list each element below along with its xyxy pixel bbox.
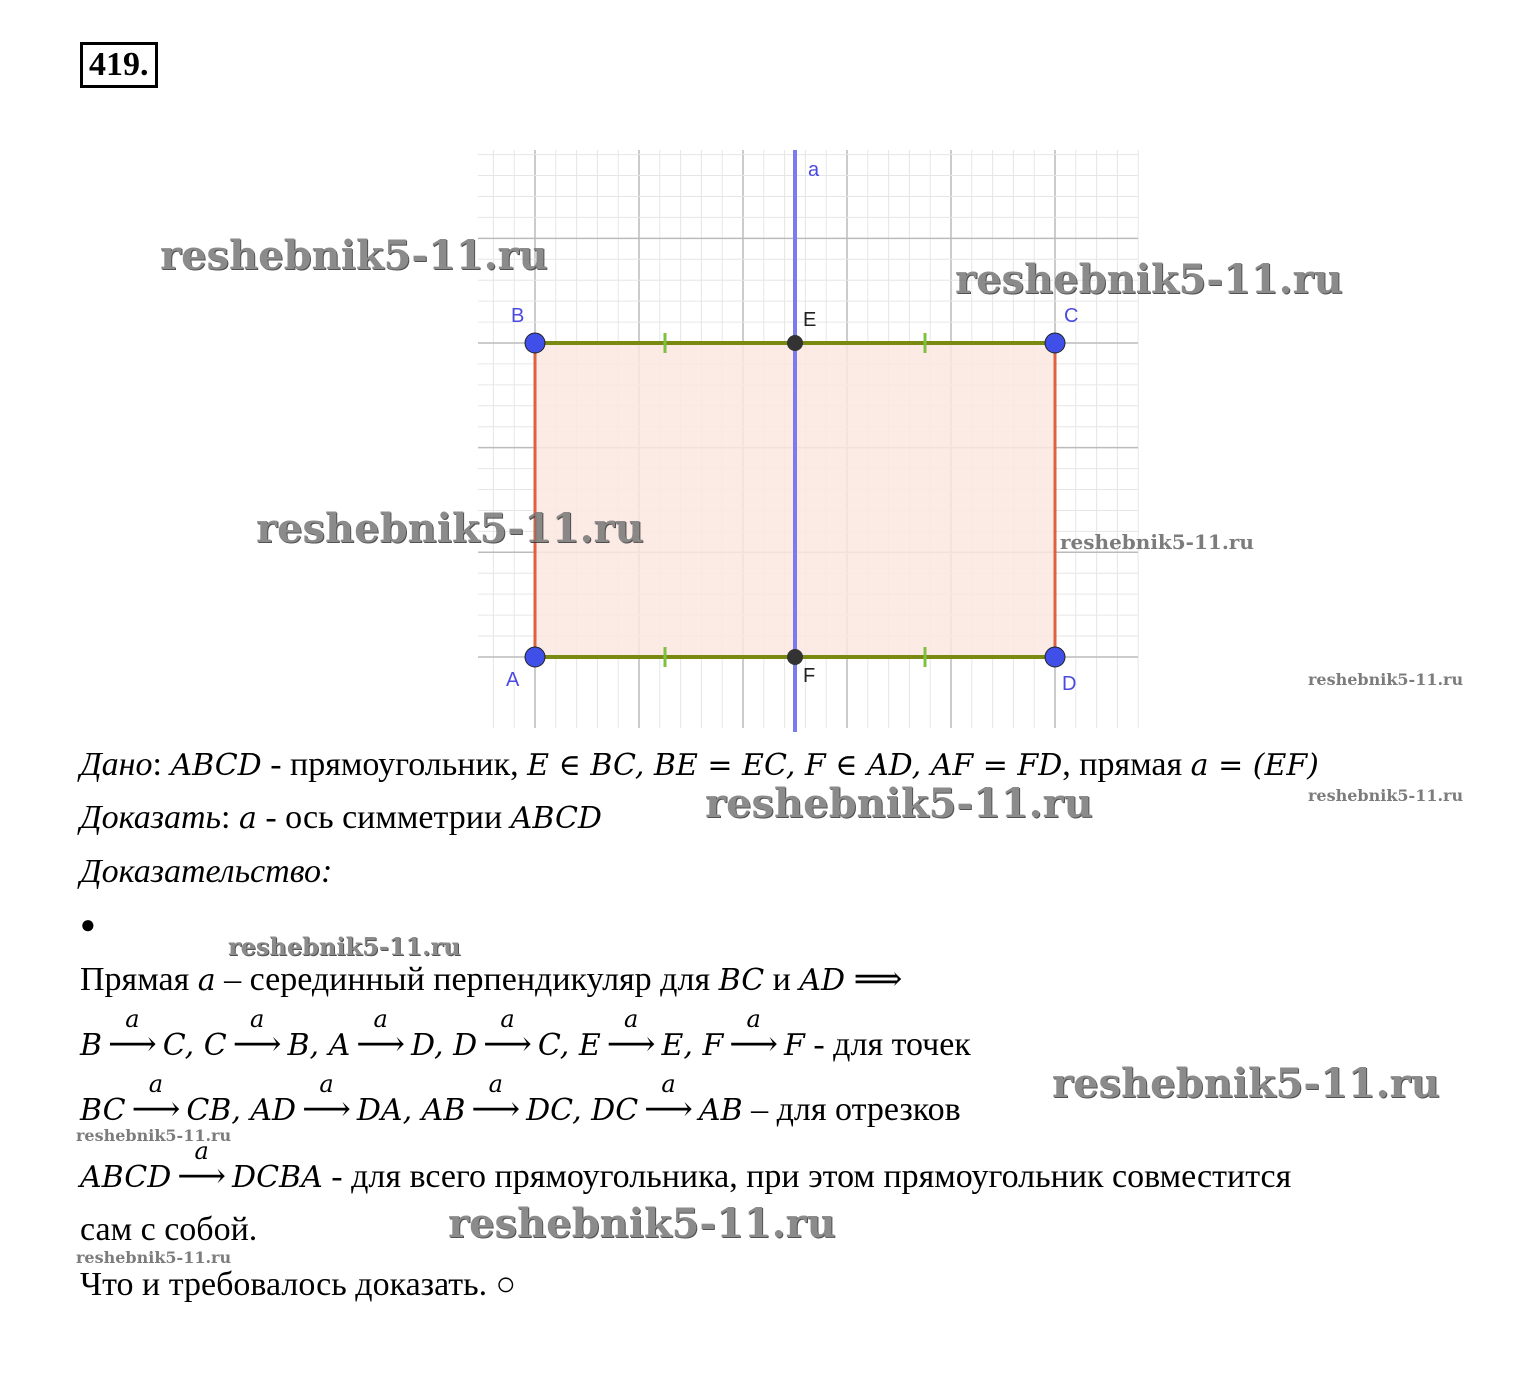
label-b: B — [511, 305, 524, 327]
maps-to-arrow: ⟶ a — [302, 1070, 351, 1128]
figure-mapping: ABCD ⟶ a DCBA - для всего прямоугольника, п… — [80, 1137, 1292, 1195]
watermark: reshebnik5-11.ru — [1308, 670, 1464, 689]
map-term: D, D — [411, 1028, 478, 1063]
point-e — [787, 335, 803, 351]
map-term: DCBA — [232, 1160, 323, 1195]
given-line: Дано: ABCD - прямоугольник, E ∈ BC, BE =… — [80, 746, 1319, 783]
problem-number: 419. — [80, 42, 158, 88]
point-a — [524, 646, 546, 668]
map-term: BC — [80, 1093, 126, 1128]
point-f — [787, 649, 803, 665]
maps-to-arrow: ⟶ a — [471, 1070, 521, 1128]
map-term: C, E — [537, 1028, 601, 1063]
label-f: F — [803, 665, 815, 687]
maps-to-arrow: ⟶ a — [131, 1070, 181, 1128]
map-term: B — [80, 1028, 103, 1063]
map-term: F — [784, 1028, 805, 1063]
maps-to-arrow: ⟶ a — [356, 1005, 406, 1063]
watermark: reshebnik5-11.ru — [448, 1200, 836, 1247]
proof-line-1: Прямая a – серединный перпендикуляр для … — [80, 961, 903, 998]
proof-line-cont: сам с собой. — [80, 1211, 258, 1248]
prove-line: Доказать: a - ось симметрии ABCD — [80, 799, 602, 836]
geometry-figure: a B C A D E F — [478, 150, 1139, 732]
map-term: CB, AD — [186, 1093, 297, 1128]
watermark: reshebnik5-11.ru — [1052, 1060, 1440, 1107]
conclusion: Что и требовалось доказать. ○ — [80, 1266, 517, 1303]
point-b — [524, 332, 546, 354]
line-a-label: a — [808, 159, 820, 181]
label-c: C — [1064, 305, 1078, 327]
map-term: C, C — [162, 1028, 227, 1063]
maps-to-arrow: ⟶ a — [644, 1070, 693, 1128]
proof-label: Доказательство: — [80, 853, 333, 890]
map-term: ABCD — [80, 1160, 172, 1195]
point-c — [1044, 332, 1066, 354]
label-d: D — [1062, 673, 1076, 695]
watermark: reshebnik5-11.ru — [705, 780, 1093, 827]
watermark: reshebnik5-11.ru — [160, 232, 548, 279]
label-e: E — [803, 309, 816, 331]
watermark: reshebnik5-11.ru — [256, 505, 644, 552]
watermark: reshebnik5-11.ru — [76, 1126, 232, 1145]
watermark: reshebnik5-11.ru — [1308, 786, 1464, 805]
bullet: ● — [80, 910, 96, 939]
watermark: reshebnik5-11.ru — [955, 256, 1343, 303]
watermark: reshebnik5-11.ru — [1060, 530, 1254, 554]
map-term: DC, DC — [526, 1093, 639, 1128]
map-term: AB — [698, 1093, 743, 1128]
equal-ticks — [663, 333, 927, 667]
maps-to-arrow: ⟶ a — [177, 1137, 227, 1195]
maps-to-arrow: ⟶ a — [232, 1005, 282, 1063]
map-term: E, F — [661, 1028, 724, 1063]
maps-to-arrow: ⟶ a — [483, 1005, 532, 1063]
maps-to-arrow: ⟶ a — [606, 1005, 656, 1063]
maps-to-arrow: ⟶ a — [108, 1005, 157, 1063]
map-term: DA, AB — [356, 1093, 466, 1128]
map-term: B, A — [287, 1028, 351, 1063]
watermark: reshebnik5-11.ru — [76, 1248, 232, 1267]
segments-mapping: BC ⟶ a CB, AD ⟶ a DA, AB ⟶ a DC, DC ⟶ a AB – для отр… — [80, 1070, 961, 1128]
maps-to-arrow: ⟶ a — [729, 1005, 779, 1063]
points-mapping: B ⟶ a C, C ⟶ a B, A ⟶ a D, D ⟶ a C, E ⟶ a E, F ⟶ a F - для… — [80, 1005, 971, 1063]
label-a: A — [506, 669, 520, 691]
point-d — [1044, 646, 1066, 668]
watermark: reshebnik5-11.ru — [228, 932, 461, 961]
